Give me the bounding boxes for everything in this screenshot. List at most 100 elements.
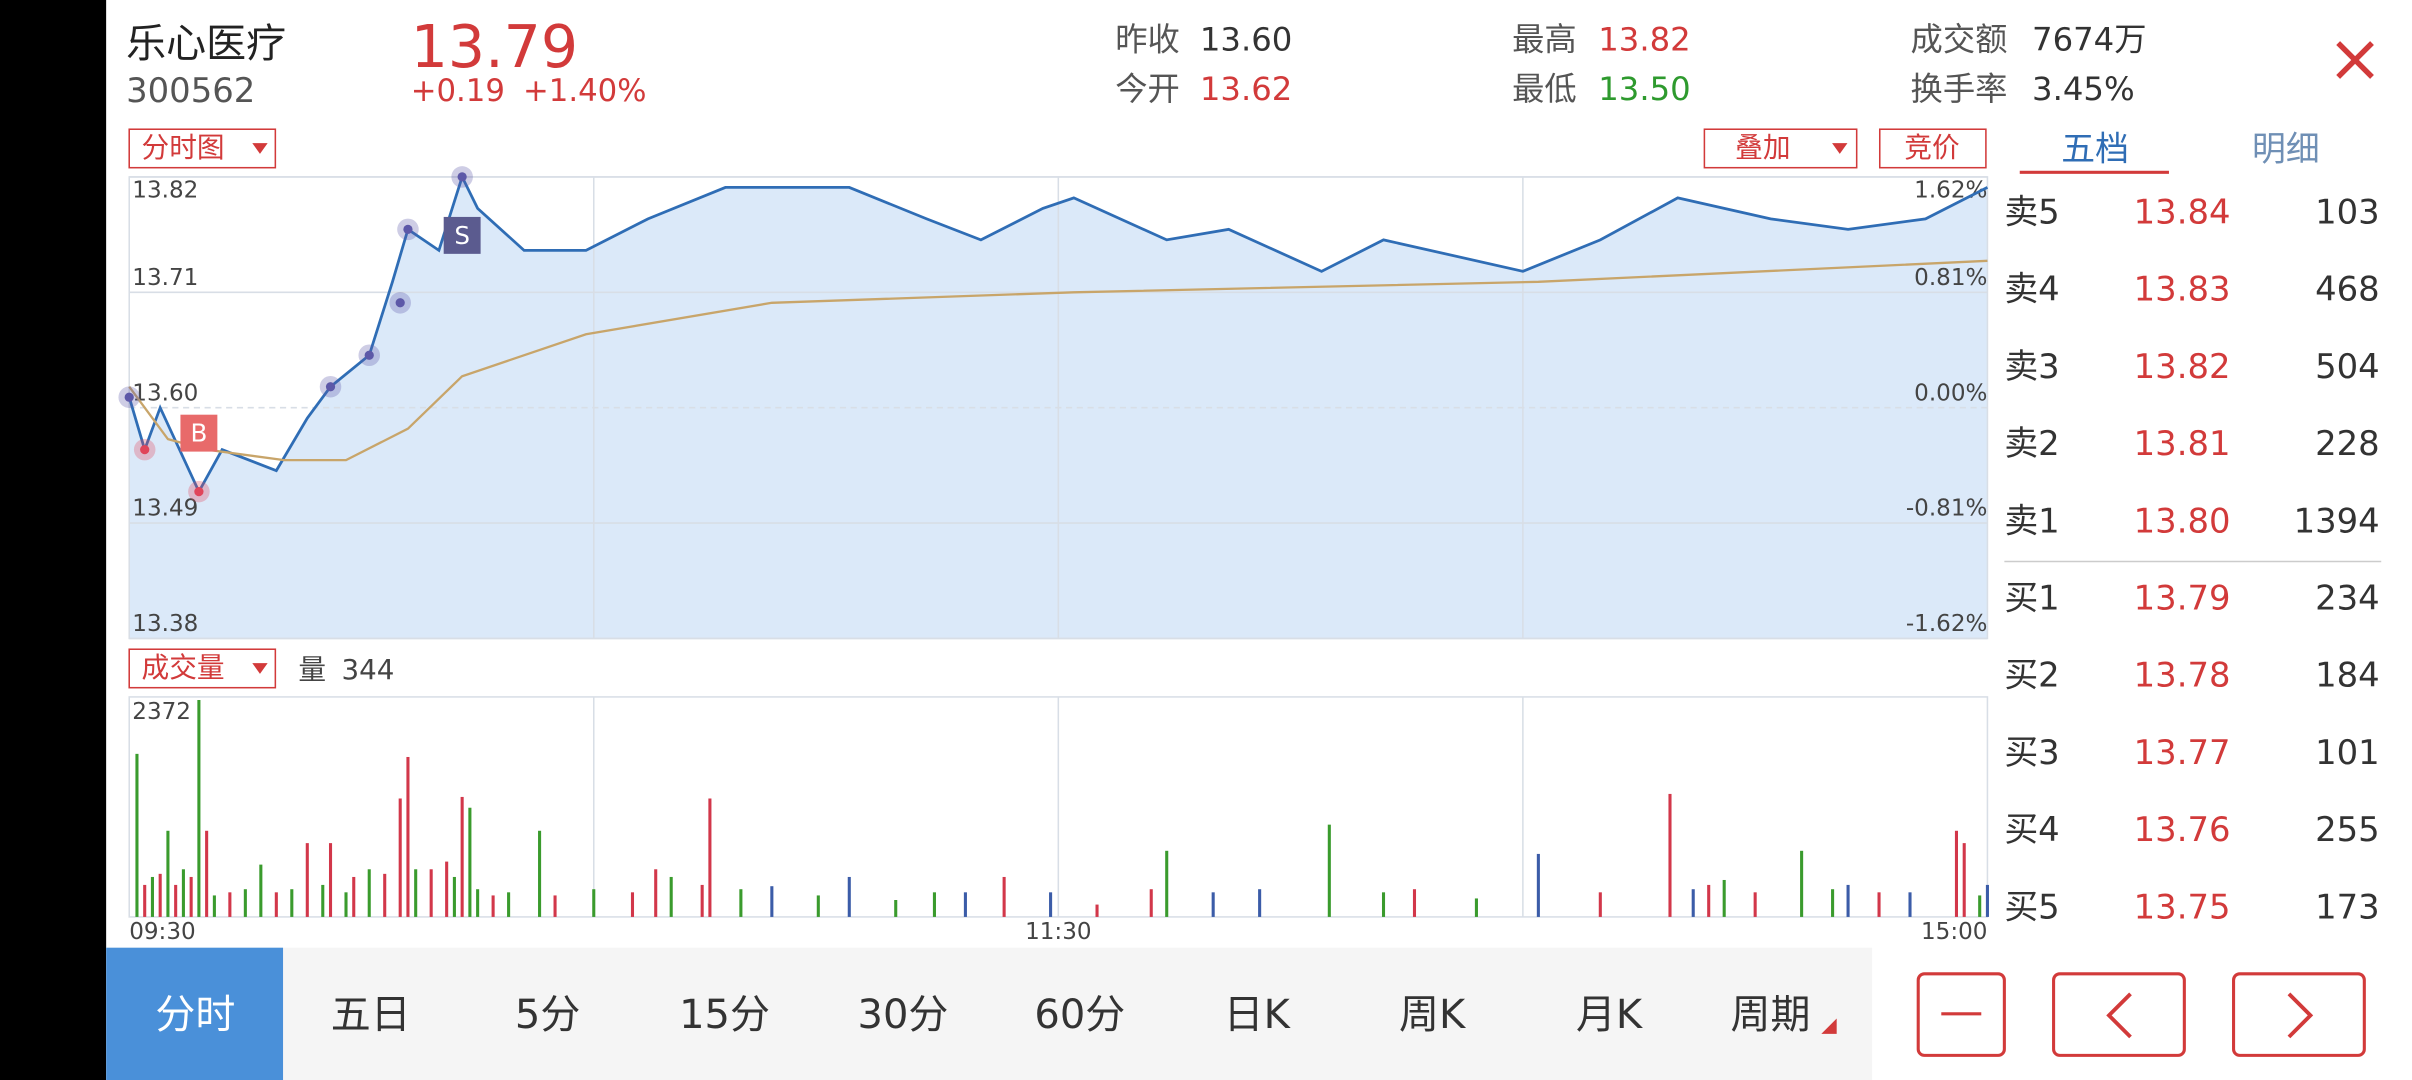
stat-label: 昨收 — [1115, 21, 1180, 59]
period-tab[interactable]: 周K — [1399, 992, 1467, 1038]
book-volume: 504 — [2315, 347, 2380, 386]
close-button[interactable] — [2336, 41, 2374, 79]
sell-marker — [364, 350, 374, 360]
side-tab[interactable]: 明细 — [2252, 129, 2320, 168]
auction-button[interactable]: 竞价 — [1878, 128, 1987, 169]
overlay-label: 叠加 — [1735, 131, 1790, 164]
volume-bar — [1327, 824, 1331, 917]
y-tick-label: 13.71 — [132, 265, 198, 291]
volume-bar — [367, 869, 371, 917]
period-tab[interactable]: 月K — [1576, 992, 1644, 1038]
volume-bar — [1691, 889, 1695, 917]
volume-bar — [669, 876, 673, 917]
side-tab[interactable]: 五档 — [2061, 129, 2129, 168]
price-change-pct: +1.40% — [523, 73, 646, 109]
last-price: 13.79 — [411, 13, 578, 81]
period-tab[interactable]: 五日 — [331, 992, 411, 1038]
volume-bar — [1800, 850, 1804, 917]
period-tab[interactable]: 30分 — [858, 992, 949, 1038]
stock-name: 乐心医疗 — [126, 21, 286, 67]
volume-bar — [189, 876, 193, 917]
book-label: 卖2 — [2004, 424, 2059, 463]
volume-bar — [739, 889, 743, 917]
volume-bar — [460, 796, 464, 917]
sell-marker — [124, 392, 134, 402]
book-label: 卖3 — [2004, 347, 2059, 386]
stat-label: 成交额 — [1911, 21, 2008, 59]
period-tab[interactable]: 15分 — [679, 992, 770, 1038]
stat-label: 换手率 — [1911, 70, 2008, 108]
volume-bar — [592, 889, 596, 917]
volume-bar — [468, 807, 472, 917]
y-tick-label: 13.49 — [132, 496, 198, 522]
prev-button[interactable] — [2052, 972, 2186, 1057]
book-price: 13.80 — [2134, 501, 2231, 540]
volume-bar — [1381, 892, 1386, 917]
period-tab[interactable]: 分时 — [155, 992, 235, 1038]
stat-label: 最高 — [1512, 21, 1577, 59]
volume-bar — [1831, 889, 1835, 917]
volume-bar — [1978, 895, 1982, 917]
chart-mode-dropdown[interactable]: 分时图 — [128, 128, 277, 169]
next-button[interactable] — [2232, 972, 2366, 1057]
volume-bar — [1846, 884, 1850, 917]
volume-bar — [158, 873, 162, 917]
overlay-dropdown[interactable]: 叠加 — [1703, 128, 1858, 169]
zoom-out-button[interactable] — [1916, 972, 2006, 1057]
book-price: 13.77 — [2134, 733, 2231, 772]
stock-code: 300562 — [126, 71, 255, 110]
book-label: 卖1 — [2004, 501, 2059, 540]
volume-bar — [135, 753, 139, 917]
period-tab[interactable]: 周期 — [1731, 992, 1811, 1038]
volume-bar — [1598, 892, 1602, 917]
sell-marker — [403, 224, 413, 234]
volume-bar — [538, 830, 542, 917]
volume-bar — [1258, 889, 1262, 917]
volume-bar — [344, 892, 348, 917]
volume-bar — [770, 886, 774, 917]
stat-label: 最低 — [1512, 70, 1577, 108]
volume-bar — [143, 884, 147, 917]
stat-label: 今开 — [1115, 70, 1180, 108]
volume-bar — [1474, 898, 1478, 917]
volume-bar — [181, 869, 185, 917]
stat-value: 13.50 — [1598, 70, 1690, 108]
volume-bar — [491, 895, 495, 917]
period-tab[interactable]: 60分 — [1034, 992, 1125, 1038]
book-price: 13.81 — [2134, 424, 2231, 463]
book-volume: 103 — [2315, 192, 2380, 231]
stat-value: 13.60 — [1200, 21, 1292, 59]
volume-bar — [1165, 850, 1169, 917]
y-tick-label: 13.60 — [132, 380, 198, 406]
sell-marker — [395, 298, 405, 308]
volume-bar — [150, 876, 154, 917]
volume-bar — [1412, 889, 1417, 917]
x-tick-label: 09:30 — [129, 919, 195, 945]
book-price: 13.84 — [2134, 192, 2231, 231]
buy-marker — [140, 445, 150, 455]
buy-marker — [194, 486, 204, 497]
signal-label: S — [454, 221, 470, 250]
volume-bar — [1707, 884, 1711, 917]
volume-bar — [212, 895, 216, 917]
book-volume: 234 — [2315, 578, 2380, 617]
volume-bar — [1877, 892, 1881, 917]
volume-selector-label: 成交量 — [142, 651, 225, 684]
volume-dropdown[interactable]: 成交量 — [128, 648, 277, 689]
volume-bar — [932, 892, 936, 917]
volume-bar — [1908, 892, 1912, 917]
volume-bar — [166, 830, 170, 917]
period-tab[interactable]: 5分 — [515, 992, 580, 1038]
volume-chart: 2372 — [128, 696, 1989, 918]
book-price: 13.79 — [2134, 578, 2231, 617]
y-tick-label: 13.82 — [132, 177, 198, 203]
auction-label: 竞价 — [1904, 131, 1959, 164]
volume-bar — [507, 892, 511, 917]
book-label: 买3 — [2004, 733, 2059, 772]
signal-label: B — [190, 419, 207, 448]
volume-bar — [1722, 879, 1726, 917]
book-volume: 468 — [2315, 270, 2380, 309]
period-tab[interactable]: 日K — [1224, 992, 1292, 1038]
